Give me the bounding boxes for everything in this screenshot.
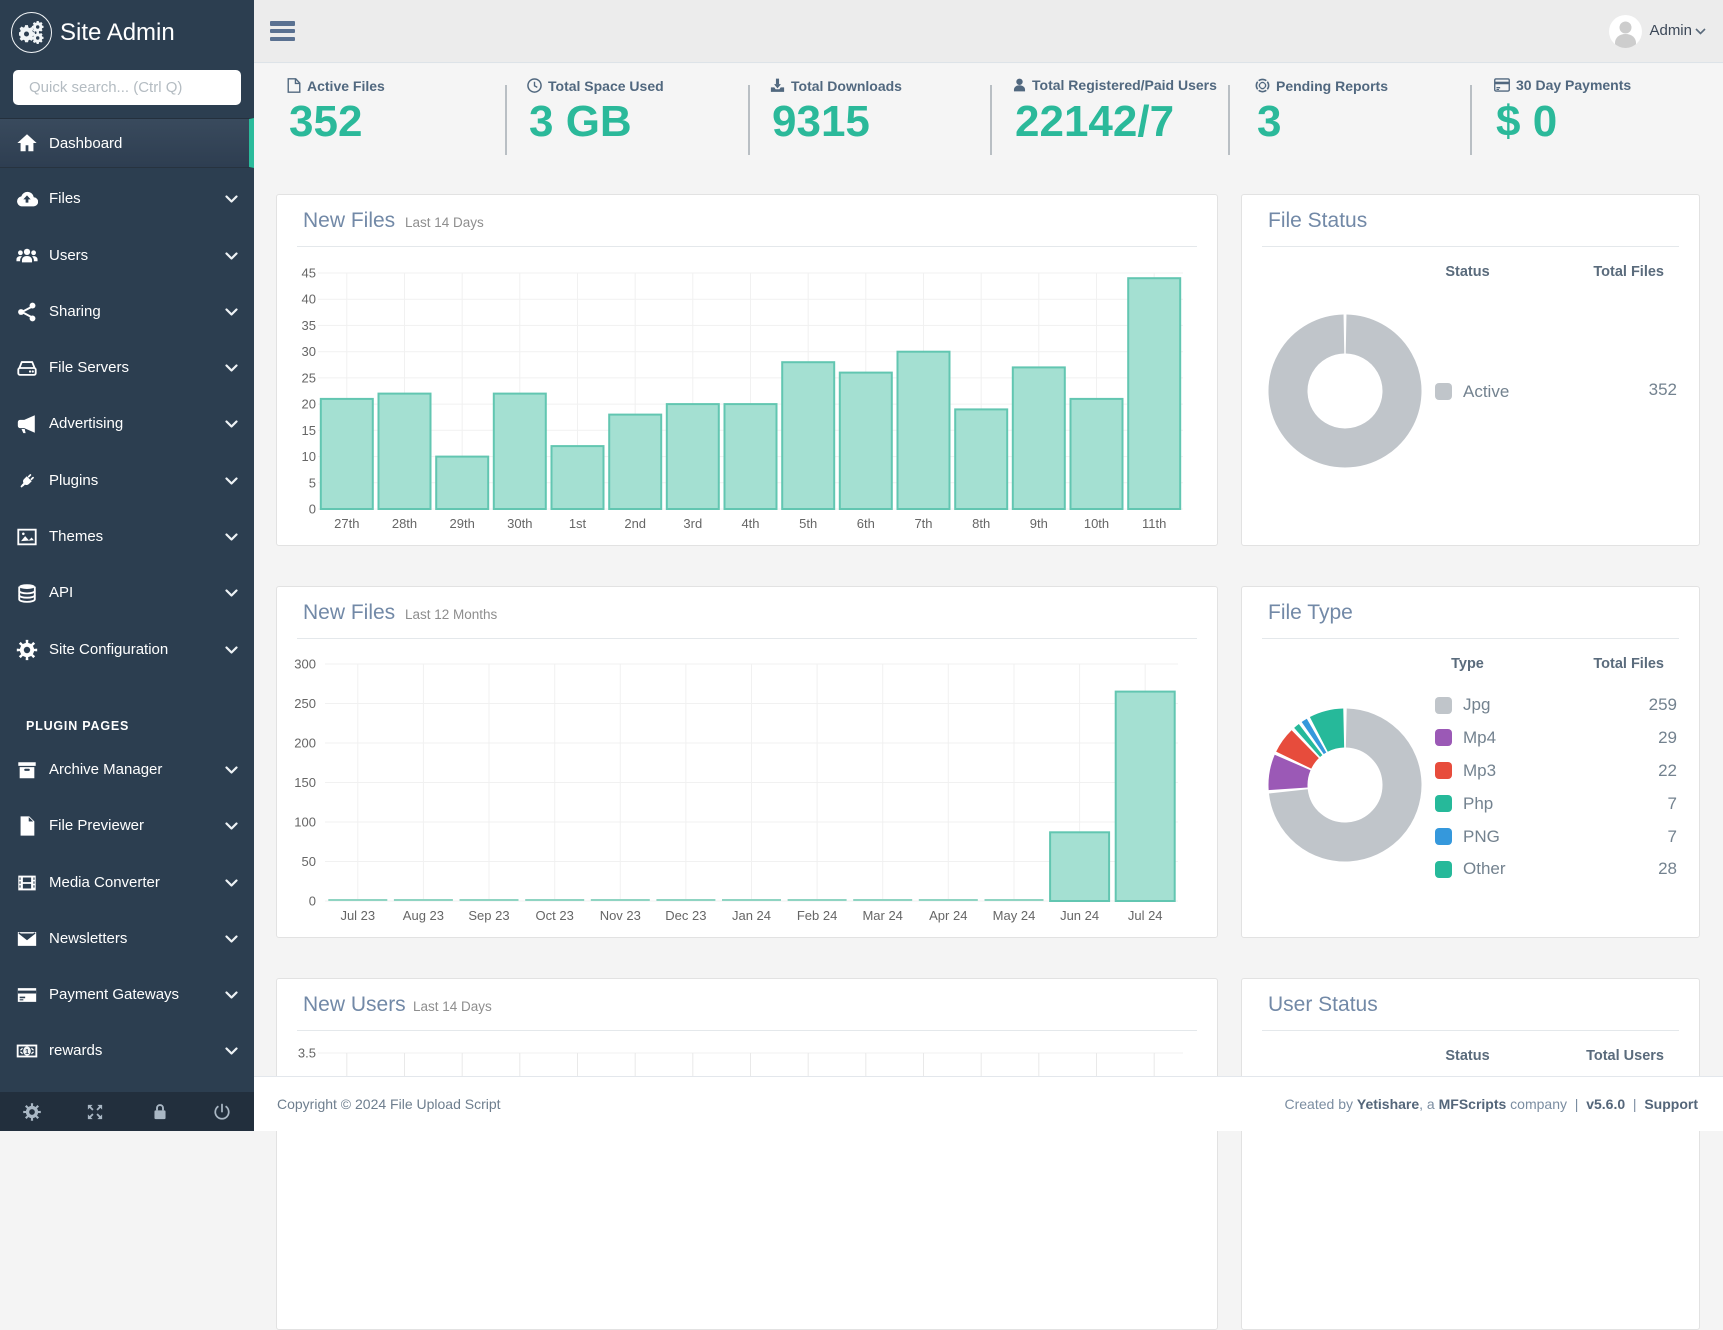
svg-text:2nd: 2nd	[624, 516, 646, 531]
svg-text:Apr 24: Apr 24	[929, 908, 967, 923]
svg-text:0: 0	[309, 894, 316, 909]
svg-text:Jun 24: Jun 24	[1060, 908, 1099, 923]
svg-text:27th: 27th	[334, 516, 359, 531]
svg-text:Feb 24: Feb 24	[797, 908, 837, 923]
svg-text:Aug 23: Aug 23	[403, 908, 444, 923]
svg-text:May 24: May 24	[993, 908, 1036, 923]
svg-text:Jan 24: Jan 24	[732, 908, 771, 923]
svg-text:250: 250	[294, 696, 316, 711]
svg-text:Jul 24: Jul 24	[1128, 908, 1163, 923]
svg-text:10th: 10th	[1084, 516, 1109, 531]
svg-text:9th: 9th	[1030, 516, 1048, 531]
svg-text:7th: 7th	[914, 516, 932, 531]
svg-text:Jul 23: Jul 23	[340, 908, 375, 923]
svg-text:25: 25	[302, 370, 316, 385]
svg-text:200: 200	[294, 736, 316, 751]
svg-text:150: 150	[294, 775, 316, 790]
svg-text:8th: 8th	[972, 516, 990, 531]
svg-text:5: 5	[309, 475, 316, 490]
svg-text:4th: 4th	[741, 516, 759, 531]
svg-text:20: 20	[302, 397, 316, 412]
svg-text:50: 50	[302, 854, 316, 869]
svg-text:Nov 23: Nov 23	[600, 908, 641, 923]
svg-text:0: 0	[309, 502, 316, 517]
svg-text:3.5: 3.5	[298, 1046, 316, 1061]
svg-text:45: 45	[302, 266, 316, 281]
svg-text:10: 10	[302, 449, 316, 464]
svg-text:6th: 6th	[857, 516, 875, 531]
svg-text:30: 30	[302, 344, 316, 359]
svg-text:Mar 24: Mar 24	[862, 908, 902, 923]
svg-text:15: 15	[302, 423, 316, 438]
svg-text:1: 1	[25, 1047, 29, 1056]
svg-text:Dec 23: Dec 23	[665, 908, 706, 923]
svg-text:40: 40	[302, 292, 316, 307]
svg-text:1st: 1st	[569, 516, 587, 531]
svg-text:Sep 23: Sep 23	[468, 908, 509, 923]
svg-text:28th: 28th	[392, 516, 417, 531]
svg-text:Oct 23: Oct 23	[536, 908, 574, 923]
svg-text:11th: 11th	[1142, 516, 1166, 531]
svg-text:100: 100	[294, 815, 316, 830]
svg-text:300: 300	[294, 657, 316, 672]
svg-text:5th: 5th	[799, 516, 817, 531]
svg-text:3rd: 3rd	[683, 516, 702, 531]
svg-text:30th: 30th	[507, 516, 532, 531]
svg-text:29th: 29th	[450, 516, 475, 531]
svg-text:35: 35	[302, 318, 316, 333]
